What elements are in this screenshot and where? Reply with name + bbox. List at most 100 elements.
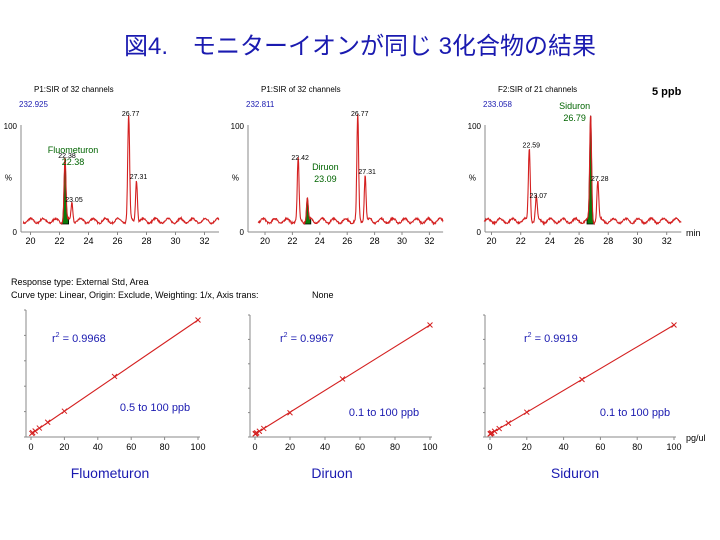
chrom-x-tick-label: 32 — [199, 236, 209, 246]
chrom-peak-label: 27.31 — [358, 169, 376, 176]
chrom-x-tick-label: 22 — [54, 236, 64, 246]
cal-x-tick-label: 100 — [666, 442, 681, 452]
chrom-y-tick-percent: % — [5, 174, 12, 183]
figure-title: 図4. モニターイオンが同じ 3化合物の結果 — [124, 33, 596, 60]
chrom-x-tick-label: 30 — [632, 236, 642, 246]
cal-point — [339, 376, 346, 382]
cal-point — [44, 419, 51, 426]
cal-x-tick-label: 20 — [285, 442, 295, 452]
cal-x-tick-label: 60 — [126, 442, 136, 452]
chrom-x-tick-label: 22 — [516, 236, 526, 246]
chrom-y-tick-100: 100 — [4, 122, 18, 131]
cal-range-label: 0.1 to 100 ppb — [600, 407, 670, 419]
cal-point — [427, 322, 433, 328]
chrom-compound-rt: 22.38 — [62, 157, 85, 167]
chrom-x-tick-label: 24 — [83, 236, 93, 246]
chrom-compound-rt: 26.79 — [563, 113, 586, 123]
cal-x-tick-label: 0 — [252, 442, 257, 452]
chrom-y-tick-percent: % — [469, 174, 476, 183]
chrom-y-tick-100: 100 — [231, 122, 245, 131]
cal-point — [579, 376, 585, 383]
chrom-x-tick-label: 24 — [545, 236, 555, 246]
cal-point — [488, 430, 495, 436]
chrom-compound-rt: 23.09 — [314, 174, 337, 184]
cal-point — [36, 425, 43, 431]
chrom-x-tick-label: 26 — [112, 236, 122, 246]
cal-x-tick-label: 100 — [422, 442, 437, 452]
cal-point — [496, 425, 503, 432]
cal-point — [29, 429, 36, 436]
cal-point — [505, 420, 512, 426]
cal-range-label: 0.1 to 100 ppb — [349, 407, 419, 419]
chrom-header: P1:SIR of 32 channels — [34, 85, 114, 94]
chrom-x-tick-label: 20 — [486, 236, 496, 246]
cal-x-tick-label: 100 — [190, 442, 205, 452]
cal-range-label: 0.5 to 100 ppb — [120, 402, 190, 414]
chrom-x-tick-label: 22 — [287, 236, 297, 246]
cal-x-tick-label: 40 — [559, 442, 569, 452]
cal-x-tick-label: 40 — [93, 442, 103, 452]
chrom-peak-label: 26.77 — [122, 111, 140, 118]
chrom-mass: 232.811 — [246, 100, 275, 109]
cal-x-tick-label: 60 — [355, 442, 365, 452]
chrom-x-tick-label: 26 — [574, 236, 584, 246]
cal-point — [61, 408, 68, 415]
chromatogram-fluometuron: P1:SIR of 32 channels 232.925 100% 0 20 22 24 2… — [4, 85, 220, 246]
chromatogram-siduron: F2:SIR of 21 channels 233.058 100% 0 20 22 24 2… — [468, 85, 682, 246]
cal-compound-name: Diruon — [311, 465, 352, 481]
cal-x-tick-label: 20 — [59, 442, 69, 452]
cal-point — [671, 322, 677, 328]
chrom-x-tick-label: 20 — [260, 236, 270, 246]
chrom-x-tick-label: 28 — [370, 236, 380, 246]
cal-point — [195, 317, 201, 323]
cal-x-tick-label: 80 — [160, 442, 170, 452]
cal-point — [256, 428, 263, 435]
chrom-mass: 232.925 — [19, 100, 48, 109]
chrom-y-tick-0: 0 — [240, 228, 245, 237]
calibration-diruon: 0 20 40 60 80 100 r2 = 0.9967 0.1 to 100 ppb Dir… — [248, 314, 438, 481]
chrom-x-tick-label: 28 — [141, 236, 151, 246]
chrom-trace — [483, 115, 682, 226]
chrom-x-tick-label: 20 — [25, 236, 35, 246]
chrom-compound-label: Fluometuron — [48, 145, 99, 155]
cal-point — [253, 429, 260, 436]
chrom-y-tick-100: 100 — [468, 122, 482, 131]
cal-point — [491, 428, 498, 435]
chrom-header: P1:SIR of 32 channels — [261, 85, 341, 94]
cal-x-tick-label: 0 — [28, 442, 33, 452]
cal-r2-label: r2 = 0.9968 — [52, 332, 106, 345]
cal-r2-label: r2 = 0.9967 — [280, 332, 334, 345]
cal-point — [523, 409, 530, 416]
chrom-peak-label: 22.59 — [523, 143, 541, 150]
chrom-x-tick-label: 26 — [342, 236, 352, 246]
chrom-compound-label: Siduron — [559, 101, 590, 111]
chrom-peak-label: 26.77 — [351, 111, 369, 118]
chrom-peak-label: 22.42 — [291, 155, 309, 162]
chrom-y-tick-percent: % — [232, 174, 239, 183]
cal-r2-label: r2 = 0.9919 — [524, 332, 578, 345]
chrom-trace — [22, 115, 220, 226]
chrom-y-tick-0: 0 — [477, 228, 482, 237]
x-unit-label: min — [686, 228, 701, 238]
chrom-x-tick-label: 32 — [662, 236, 672, 246]
curve-type-none-text: None — [312, 290, 334, 300]
chromatogram-diruon: P1:SIR of 32 channels 232.811 100% 0 20 22 24 2… — [231, 85, 444, 246]
response-type-text: Response type: External Std, Area — [11, 277, 149, 287]
cal-x-tick-label: 80 — [390, 442, 400, 452]
chrom-trace — [257, 113, 444, 226]
chrom-peak-label: 27.28 — [591, 176, 609, 183]
cal-point — [32, 428, 39, 434]
cal-x-tick-label: 80 — [632, 442, 642, 452]
chrom-y-tick-0: 0 — [13, 228, 18, 237]
cal-x-tick-label: 20 — [522, 442, 532, 452]
charts-group: P1:SIR of 32 channels 232.925 100% 0 20 22 24 2… — [4, 85, 682, 481]
chrom-x-tick-label: 32 — [424, 236, 434, 246]
cal-point — [260, 425, 267, 432]
chrom-peak-label: 27.31 — [130, 174, 148, 181]
chrom-x-tick-label: 24 — [315, 236, 325, 246]
chrom-compound-label: Diruon — [312, 162, 339, 172]
calibration-fluometuron: 0 20 40 60 80 100 r2 = 0.9968 0.5 to 100 ppb Flu… — [24, 309, 206, 481]
cal-compound-name: Fluometuron — [71, 465, 150, 481]
cal-x-tick-label: 40 — [320, 442, 330, 452]
chrom-mass: 233.058 — [483, 100, 512, 109]
